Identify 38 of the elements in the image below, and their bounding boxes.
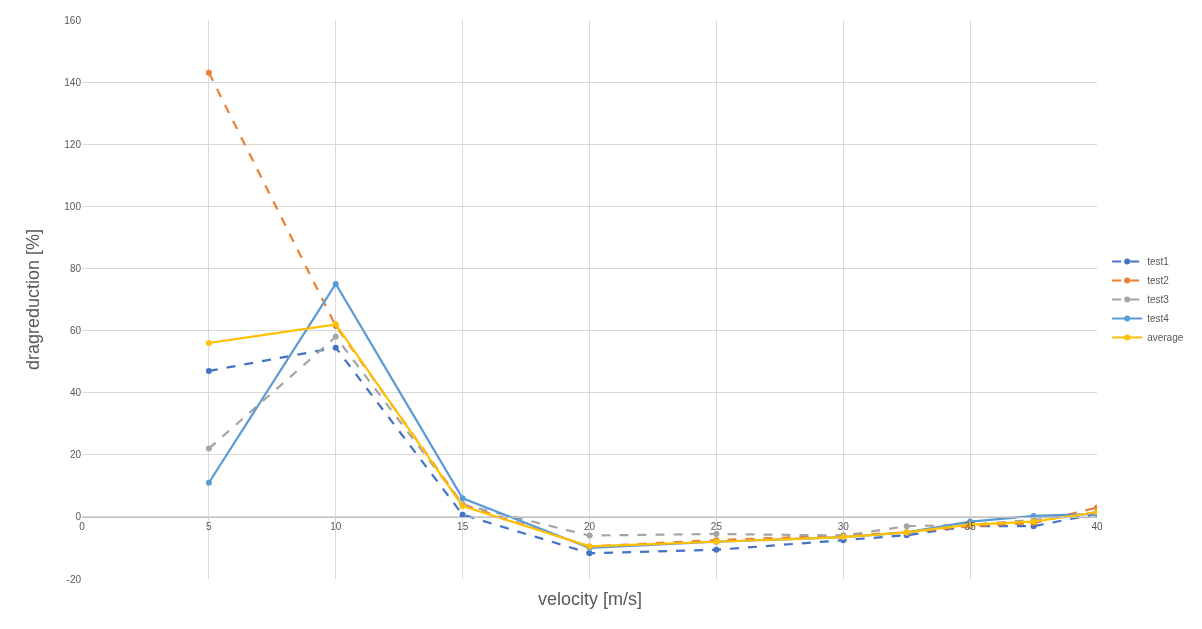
legend-label: test1 (1147, 256, 1170, 268)
point (903, 523, 910, 530)
point (332, 333, 339, 340)
y-tick-label: 160 (64, 14, 82, 26)
point (586, 532, 593, 539)
y-tick-label: 20 (69, 449, 82, 461)
legend-label: test3 (1147, 294, 1170, 306)
legend-label: average (1147, 332, 1184, 344)
y-tick-label: 140 (64, 76, 82, 88)
point (713, 530, 720, 537)
legend-label: test4 (1147, 313, 1170, 325)
x-tick-label: 40 (1091, 520, 1103, 532)
point (205, 339, 212, 346)
x-axis-title: velocity [m/s] (538, 589, 643, 609)
point (205, 69, 212, 76)
x-tick-label: 25 (710, 520, 723, 532)
x-tick-label: 20 (583, 520, 596, 532)
y-tick-label: 120 (64, 138, 82, 150)
x-tick-label: 5 (206, 520, 213, 532)
point (459, 511, 466, 518)
point (459, 495, 466, 502)
x-tick-label: 15 (457, 520, 469, 532)
point (205, 367, 212, 374)
point (332, 280, 339, 287)
y-tick-label: 80 (69, 262, 82, 274)
x-tick-label: 30 (837, 520, 850, 532)
point (713, 546, 720, 553)
legend-label: test2 (1147, 275, 1170, 287)
point (332, 344, 339, 351)
y-tick-label: -20 (66, 573, 82, 585)
x-tick-label: 10 (330, 520, 342, 532)
y-tick-label: 0 (75, 511, 82, 523)
y-tick-label: 60 (69, 325, 82, 337)
point (205, 479, 212, 486)
y-axis-title: dragreduction [%] (22, 228, 43, 371)
point (205, 445, 212, 452)
y-tick-label: 100 (64, 200, 82, 212)
y-tick-label: 40 (69, 387, 82, 399)
